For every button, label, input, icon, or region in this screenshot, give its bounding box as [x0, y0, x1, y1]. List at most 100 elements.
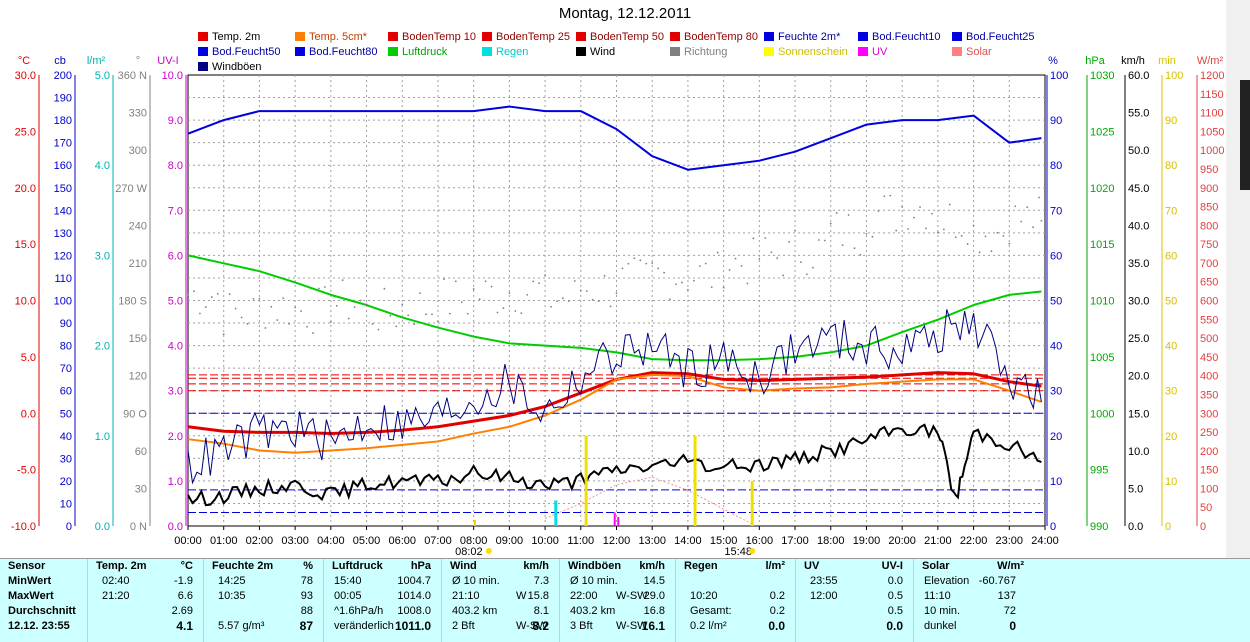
- stats-cell: veränderlich: [334, 620, 394, 632]
- legend-item: BodenTemp 25: [482, 31, 570, 43]
- stats-header: Regen: [684, 560, 718, 572]
- axis-tick-temp: -5.0: [17, 465, 36, 477]
- axis-tick-wind: 40.0: [1128, 220, 1149, 232]
- direction-point: [752, 237, 755, 240]
- axis-tick-solar: 100: [1200, 483, 1218, 495]
- direction-point: [204, 306, 207, 308]
- direction-point: [347, 317, 350, 320]
- direction-point: [823, 239, 826, 242]
- direction-point: [460, 301, 463, 303]
- stats-cell: 00:05: [334, 590, 362, 602]
- axis-tick-dir: 60: [135, 446, 147, 458]
- direction-point: [335, 304, 338, 307]
- direction-point: [306, 325, 308, 328]
- direction-point: [544, 274, 546, 277]
- direction-point: [919, 206, 921, 209]
- legend-item: Regen: [482, 46, 528, 58]
- legend-item: Feuchte 2m*: [764, 31, 840, 43]
- legend-item: UV: [858, 46, 887, 58]
- direction-point: [1032, 226, 1034, 229]
- legend-label: BodenTemp 25: [496, 31, 570, 43]
- axis-tick-temp: 10.0: [15, 296, 36, 308]
- axis-tick-wind: 35.0: [1128, 258, 1149, 270]
- direction-point: [675, 283, 677, 286]
- legend-item: Luftdruck: [388, 46, 447, 58]
- direction-point: [865, 232, 868, 235]
- direction-point: [1040, 219, 1043, 222]
- direction-point: [389, 314, 392, 317]
- time-tick-label: 06:00: [388, 535, 416, 547]
- stats-cell: 14:25: [218, 575, 246, 587]
- direction-point: [431, 313, 433, 316]
- axis-tick-sun: 60: [1165, 250, 1177, 262]
- direction-point: [990, 250, 993, 253]
- legend-swatch: [388, 32, 398, 41]
- axis-tick-solar: 1200: [1200, 70, 1224, 82]
- direction-point: [645, 262, 648, 265]
- stats-header: Temp. 2m: [96, 560, 147, 572]
- time-tick-label: 09:00: [496, 535, 524, 547]
- direction-point: [627, 262, 630, 265]
- direction-point: [1038, 196, 1040, 199]
- direction-point: [978, 251, 981, 254]
- row-label: 12.12. 23:55: [8, 620, 70, 632]
- weather-chart: °C 30.0 25.0 20.0 15.0 10.0 5.0 0.0 -5.0 -10.0 cb 2…: [11, 55, 1225, 558]
- uv-bar: [617, 516, 620, 526]
- direction-point: [282, 297, 285, 300]
- time-tick-label: 00:00: [174, 535, 202, 547]
- direction-point: [425, 313, 427, 316]
- legend-item: Wind: [576, 46, 615, 58]
- direction-point: [692, 279, 695, 282]
- direction-point: [187, 293, 189, 296]
- direction-point: [681, 281, 683, 284]
- axis-tick-dir: 240: [129, 220, 147, 232]
- axis-tick-press: 1025: [1090, 126, 1114, 138]
- stats-cell: Gesamt:: [690, 605, 732, 617]
- stats-unit: km/h: [639, 560, 665, 572]
- stats-unit: UV-I: [881, 560, 903, 572]
- axis-tick-hum: 60: [1050, 250, 1062, 262]
- legend-swatch: [388, 47, 398, 56]
- axis-tick-press: 1030: [1090, 70, 1114, 82]
- row-label: Durchschnitt: [8, 605, 76, 617]
- axis-tick-sun: 40: [1165, 341, 1177, 353]
- direction-point: [871, 235, 874, 238]
- legend-label: Solar: [966, 46, 992, 58]
- stats-cell: 12:00: [810, 590, 838, 602]
- axis-tick-temp: 0.0: [21, 408, 36, 420]
- direction-point: [687, 288, 689, 291]
- stats-cell: 4.1: [176, 619, 193, 633]
- axis-tick-dir: 0 N: [130, 521, 147, 533]
- stats-unit: °C: [180, 560, 193, 572]
- direction-point: [371, 323, 374, 325]
- axis-tick-dir: 270 W: [115, 183, 147, 195]
- direction-point: [538, 282, 541, 285]
- axis-tick-temp: 5.0: [21, 352, 36, 364]
- axis-tick-rain: 4.0: [95, 160, 110, 172]
- direction-point: [443, 278, 445, 281]
- direction-point: [972, 224, 975, 227]
- time-tick-label: 10:00: [531, 535, 559, 547]
- axis-tick-dir: 210: [129, 258, 147, 270]
- direction-point: [401, 303, 404, 306]
- axis-tick-solar: 1150: [1200, 89, 1224, 101]
- axis-tick-solar: 50: [1200, 502, 1212, 514]
- axis-tick-dir: 180 S: [118, 296, 147, 308]
- time-tick-label: 01:00: [210, 535, 238, 547]
- axis-tick-dir: 360 N: [118, 70, 147, 82]
- axis-tick-cb: 140: [54, 205, 72, 217]
- direction-point: [240, 316, 243, 319]
- stats-cell: W-SW: [616, 590, 648, 602]
- direction-point: [210, 296, 213, 298]
- direction-point: [800, 261, 802, 264]
- direction-point: [526, 293, 529, 296]
- series-line-windb-en: [187, 309, 1042, 485]
- legend-swatch: [198, 47, 208, 56]
- axis-tick-solar: 700: [1200, 258, 1218, 270]
- axis-tick-press: 1015: [1090, 239, 1114, 251]
- axis-tick-uv: 4.0: [168, 341, 183, 353]
- legend-item: Sonnenschein: [764, 46, 848, 58]
- time-tick-label: 08:00: [460, 535, 488, 547]
- direction-point: [877, 210, 880, 212]
- stats-cell: 137: [997, 590, 1016, 602]
